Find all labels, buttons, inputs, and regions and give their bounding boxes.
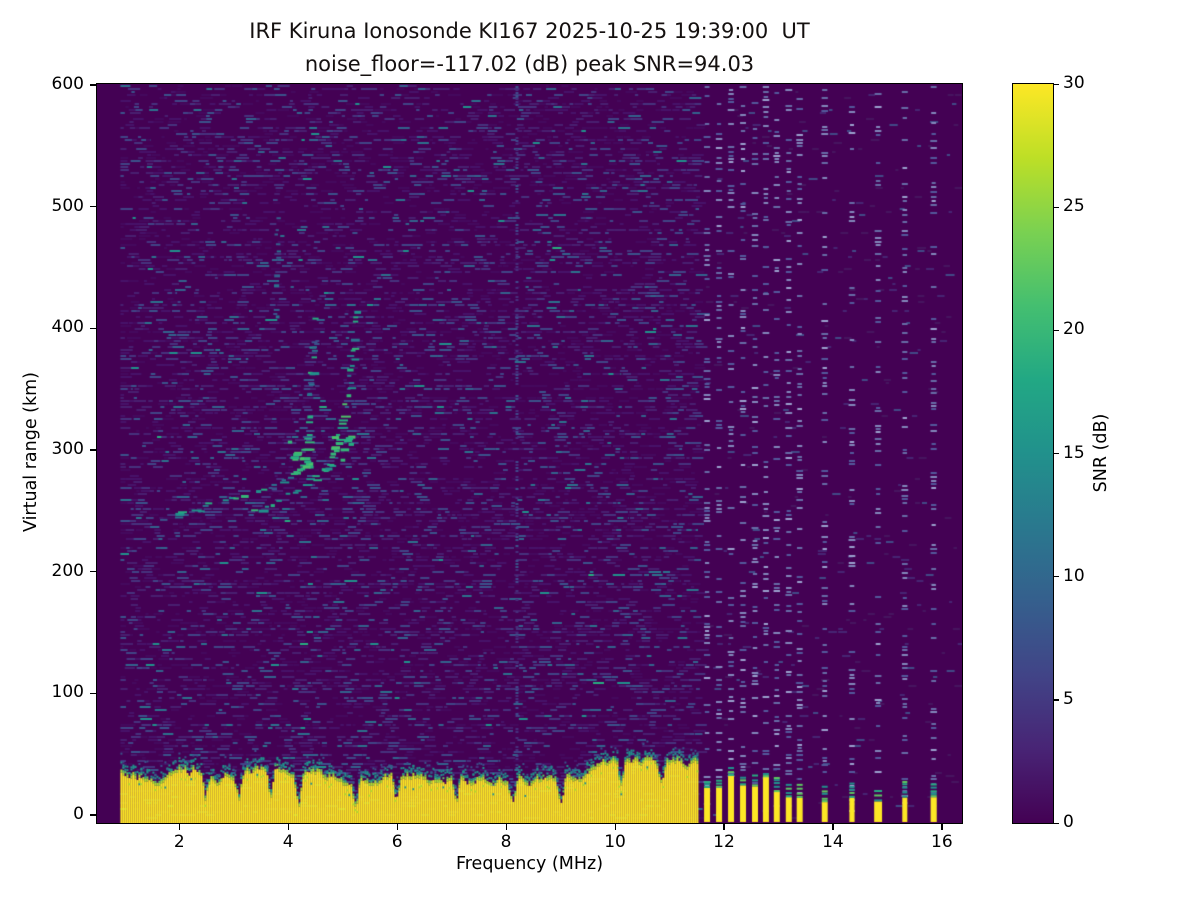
chart-title: IRF Kiruna Ionosonde KI167 2025-10-25 19… — [249, 19, 810, 43]
x-axis-label: Frequency (MHz) — [455, 854, 604, 874]
colorbar — [1012, 83, 1054, 824]
colorbar-tick-label: 25 — [1063, 196, 1085, 217]
y-tick-mark — [90, 814, 96, 816]
colorbar-tick-mark — [1053, 83, 1059, 85]
x-tick-label: 14 — [822, 832, 844, 852]
colorbar-tick-label: 10 — [1063, 565, 1085, 586]
x-tick-mark — [723, 824, 725, 830]
x-tick-mark — [178, 824, 181, 830]
y-tick-label: 300 — [51, 438, 84, 459]
x-tick-label: 16 — [931, 832, 953, 852]
x-tick-mark — [396, 824, 398, 830]
colorbar-tick-mark — [1053, 822, 1059, 824]
colorbar-tick-label: 5 — [1063, 688, 1074, 709]
y-tick-mark — [90, 84, 96, 86]
colorbar-tick-mark — [1053, 699, 1059, 701]
colorbar-tick-label: 15 — [1063, 442, 1085, 463]
ionogram-heatmap — [97, 84, 962, 823]
x-tick-mark — [832, 824, 834, 830]
x-tick-label: 12 — [713, 832, 735, 852]
colorbar-tick-mark — [1053, 329, 1059, 332]
y-tick-label: 400 — [51, 317, 84, 338]
y-tick-mark — [90, 206, 96, 208]
y-tick-label: 500 — [51, 195, 84, 216]
chart-subtitle: noise_floor=-117.02 (dB) peak SNR=94.03 — [304, 52, 755, 76]
x-tick-label: 8 — [500, 832, 512, 852]
y-tick-label: 600 — [51, 73, 84, 94]
colorbar-tick-label: 30 — [1063, 73, 1085, 93]
plot-frame — [96, 83, 963, 824]
colorbar-tick-label: 20 — [1063, 319, 1085, 340]
colorbar-tick-mark — [1053, 206, 1059, 208]
x-tick-mark — [614, 824, 616, 830]
y-tick-mark — [90, 449, 96, 451]
x-tick-label: 4 — [282, 832, 294, 852]
x-tick-mark — [941, 824, 943, 830]
y-tick-mark — [90, 327, 96, 330]
y-tick-label: 200 — [51, 560, 84, 581]
colorbar-tick-mark — [1053, 576, 1059, 578]
y-tick-label: 0 — [73, 803, 84, 824]
x-tick-label: 2 — [173, 832, 185, 852]
y-tick-mark — [90, 692, 96, 695]
x-tick-mark — [287, 824, 289, 830]
colorbar-tick-mark — [1053, 453, 1059, 455]
x-tick-label: 10 — [604, 832, 626, 852]
x-tick-label: 6 — [391, 832, 403, 852]
y-tick-mark — [90, 571, 96, 573]
y-tick-label: 100 — [51, 682, 84, 703]
colorbar-tick-label: 0 — [1063, 812, 1074, 832]
x-tick-mark — [505, 824, 507, 830]
